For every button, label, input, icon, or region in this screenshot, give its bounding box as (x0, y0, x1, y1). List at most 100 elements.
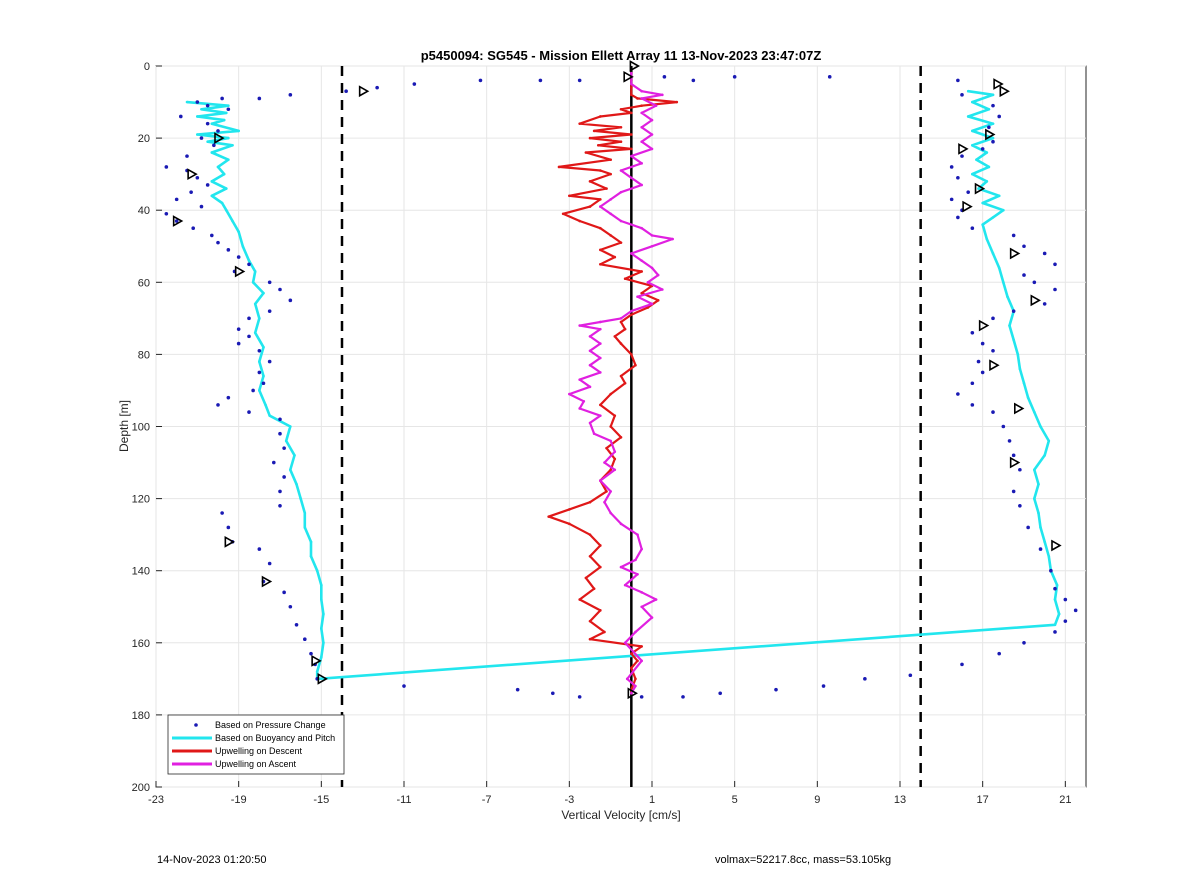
pressure-change-point (970, 403, 975, 407)
y-tick-label: 160 (132, 638, 150, 650)
pressure-change-point (997, 114, 1001, 119)
triangle-marker-icon (1009, 247, 1021, 260)
series-point-buoyancy (320, 583, 323, 587)
series-point-ascent (623, 641, 627, 645)
series-point-buoyancy (1033, 497, 1036, 500)
series-point-ascent (630, 176, 633, 180)
series-point-ascent (640, 125, 643, 129)
pressure-change-point (960, 154, 964, 158)
series-point-ascent (588, 349, 592, 353)
series-point-buoyancy (1002, 281, 1005, 284)
pressure-change-point (1011, 309, 1016, 313)
series-point-buoyancy (1039, 425, 1042, 428)
series-point-descent (578, 219, 581, 223)
series-point-buoyancy (971, 172, 974, 176)
grid (155, 65, 1086, 788)
series-point-buoyancy (1012, 338, 1015, 342)
series-point-ascent (609, 511, 612, 515)
series-point-buoyancy (966, 115, 970, 118)
series-point-buoyancy (987, 107, 991, 111)
series-point-ascent (630, 154, 633, 158)
series-point-descent (675, 100, 679, 104)
series-point-ascent (640, 183, 643, 187)
series-point-descent (609, 158, 612, 162)
triangle-marker-icon (224, 535, 235, 548)
series-point-ascent (636, 533, 639, 536)
series-point-buoyancy (258, 360, 261, 363)
series-point-descent (619, 241, 623, 244)
pressure-change-point (267, 280, 272, 285)
pressure-change-point (774, 687, 778, 692)
pressure-change-point (478, 78, 483, 83)
legend: Based on Pressure Change Based on Buoyan… (167, 714, 345, 775)
pressure-change-point (267, 309, 272, 313)
series-point-buoyancy (320, 598, 323, 601)
pressure-change-point (821, 684, 826, 688)
series-point-buoyancy (216, 165, 220, 169)
series-point-buoyancy (997, 194, 1001, 198)
series-point-descent (596, 144, 600, 147)
series-point-descent (599, 198, 602, 201)
series-point-buoyancy (237, 230, 240, 234)
series-point-buoyancy (222, 118, 226, 122)
series-point-buoyancy (309, 540, 313, 544)
series-point-buoyancy (237, 129, 240, 133)
pressure-change-point (282, 590, 286, 595)
pressure-change-point (257, 348, 262, 353)
pressure-change-point (185, 154, 189, 158)
series-point-ascent (619, 219, 623, 223)
series-point-descent (619, 320, 623, 324)
triangle-marker-icon (317, 672, 328, 685)
series-point-descent (599, 169, 602, 172)
x-tick-label: 21 (1059, 794, 1071, 806)
pressure-change-point (272, 460, 276, 465)
series-point-descent (588, 637, 592, 641)
series-point-buoyancy (1006, 295, 1009, 299)
pressure-change-point (991, 316, 995, 321)
series-point-descent (619, 342, 623, 345)
series-point-buoyancy (1037, 482, 1040, 486)
series-point-descent (568, 522, 571, 526)
series-point-descent (603, 630, 606, 634)
series-point-buoyancy (224, 208, 228, 212)
pressure-change-point (257, 370, 262, 375)
series-point-buoyancy (1037, 511, 1040, 515)
series-point-buoyancy (268, 414, 271, 417)
series-point-ascent (619, 565, 623, 569)
series-point-buoyancy (1002, 208, 1005, 212)
series-point-ascent (646, 281, 650, 284)
pressure-change-point (174, 219, 179, 223)
series-point-buoyancy (1016, 353, 1020, 356)
series-point-buoyancy (210, 151, 214, 154)
pressure-change-point (344, 89, 348, 94)
series-point-descent (630, 353, 633, 356)
pressure-change-point (970, 226, 975, 231)
pressure-change-point (191, 226, 195, 231)
series-point-ascent (650, 118, 654, 122)
pressure-change-point (199, 204, 204, 209)
x-tick-label: 1 (649, 794, 655, 806)
pressure-change-point (210, 233, 214, 238)
series-point-descent (613, 457, 617, 461)
series-point-descent (599, 565, 602, 569)
series-point-buoyancy (971, 100, 974, 104)
series-point-buoyancy (241, 244, 245, 248)
series-point-ascent (634, 630, 637, 634)
series-point-buoyancy (1033, 468, 1036, 472)
pressure-change-point (251, 388, 255, 393)
pressure-change-point (267, 561, 272, 566)
series-point-ascent (609, 198, 612, 201)
legend-label-ascent: Upwelling on Ascent (215, 759, 297, 769)
series-point-ascent (599, 356, 602, 360)
series-point-buoyancy (224, 111, 228, 115)
pressure-change-point (247, 262, 251, 267)
series-point-buoyancy (185, 100, 189, 104)
pressure-change-point (278, 417, 282, 422)
pressure-change-point (247, 410, 251, 414)
pressure-change-point (267, 359, 272, 364)
series-point-descent (609, 468, 612, 472)
series-point-buoyancy (966, 89, 970, 93)
pressure-change-point (288, 604, 293, 609)
triangle-marker-icon (978, 319, 990, 332)
series-point-descent (605, 490, 608, 493)
